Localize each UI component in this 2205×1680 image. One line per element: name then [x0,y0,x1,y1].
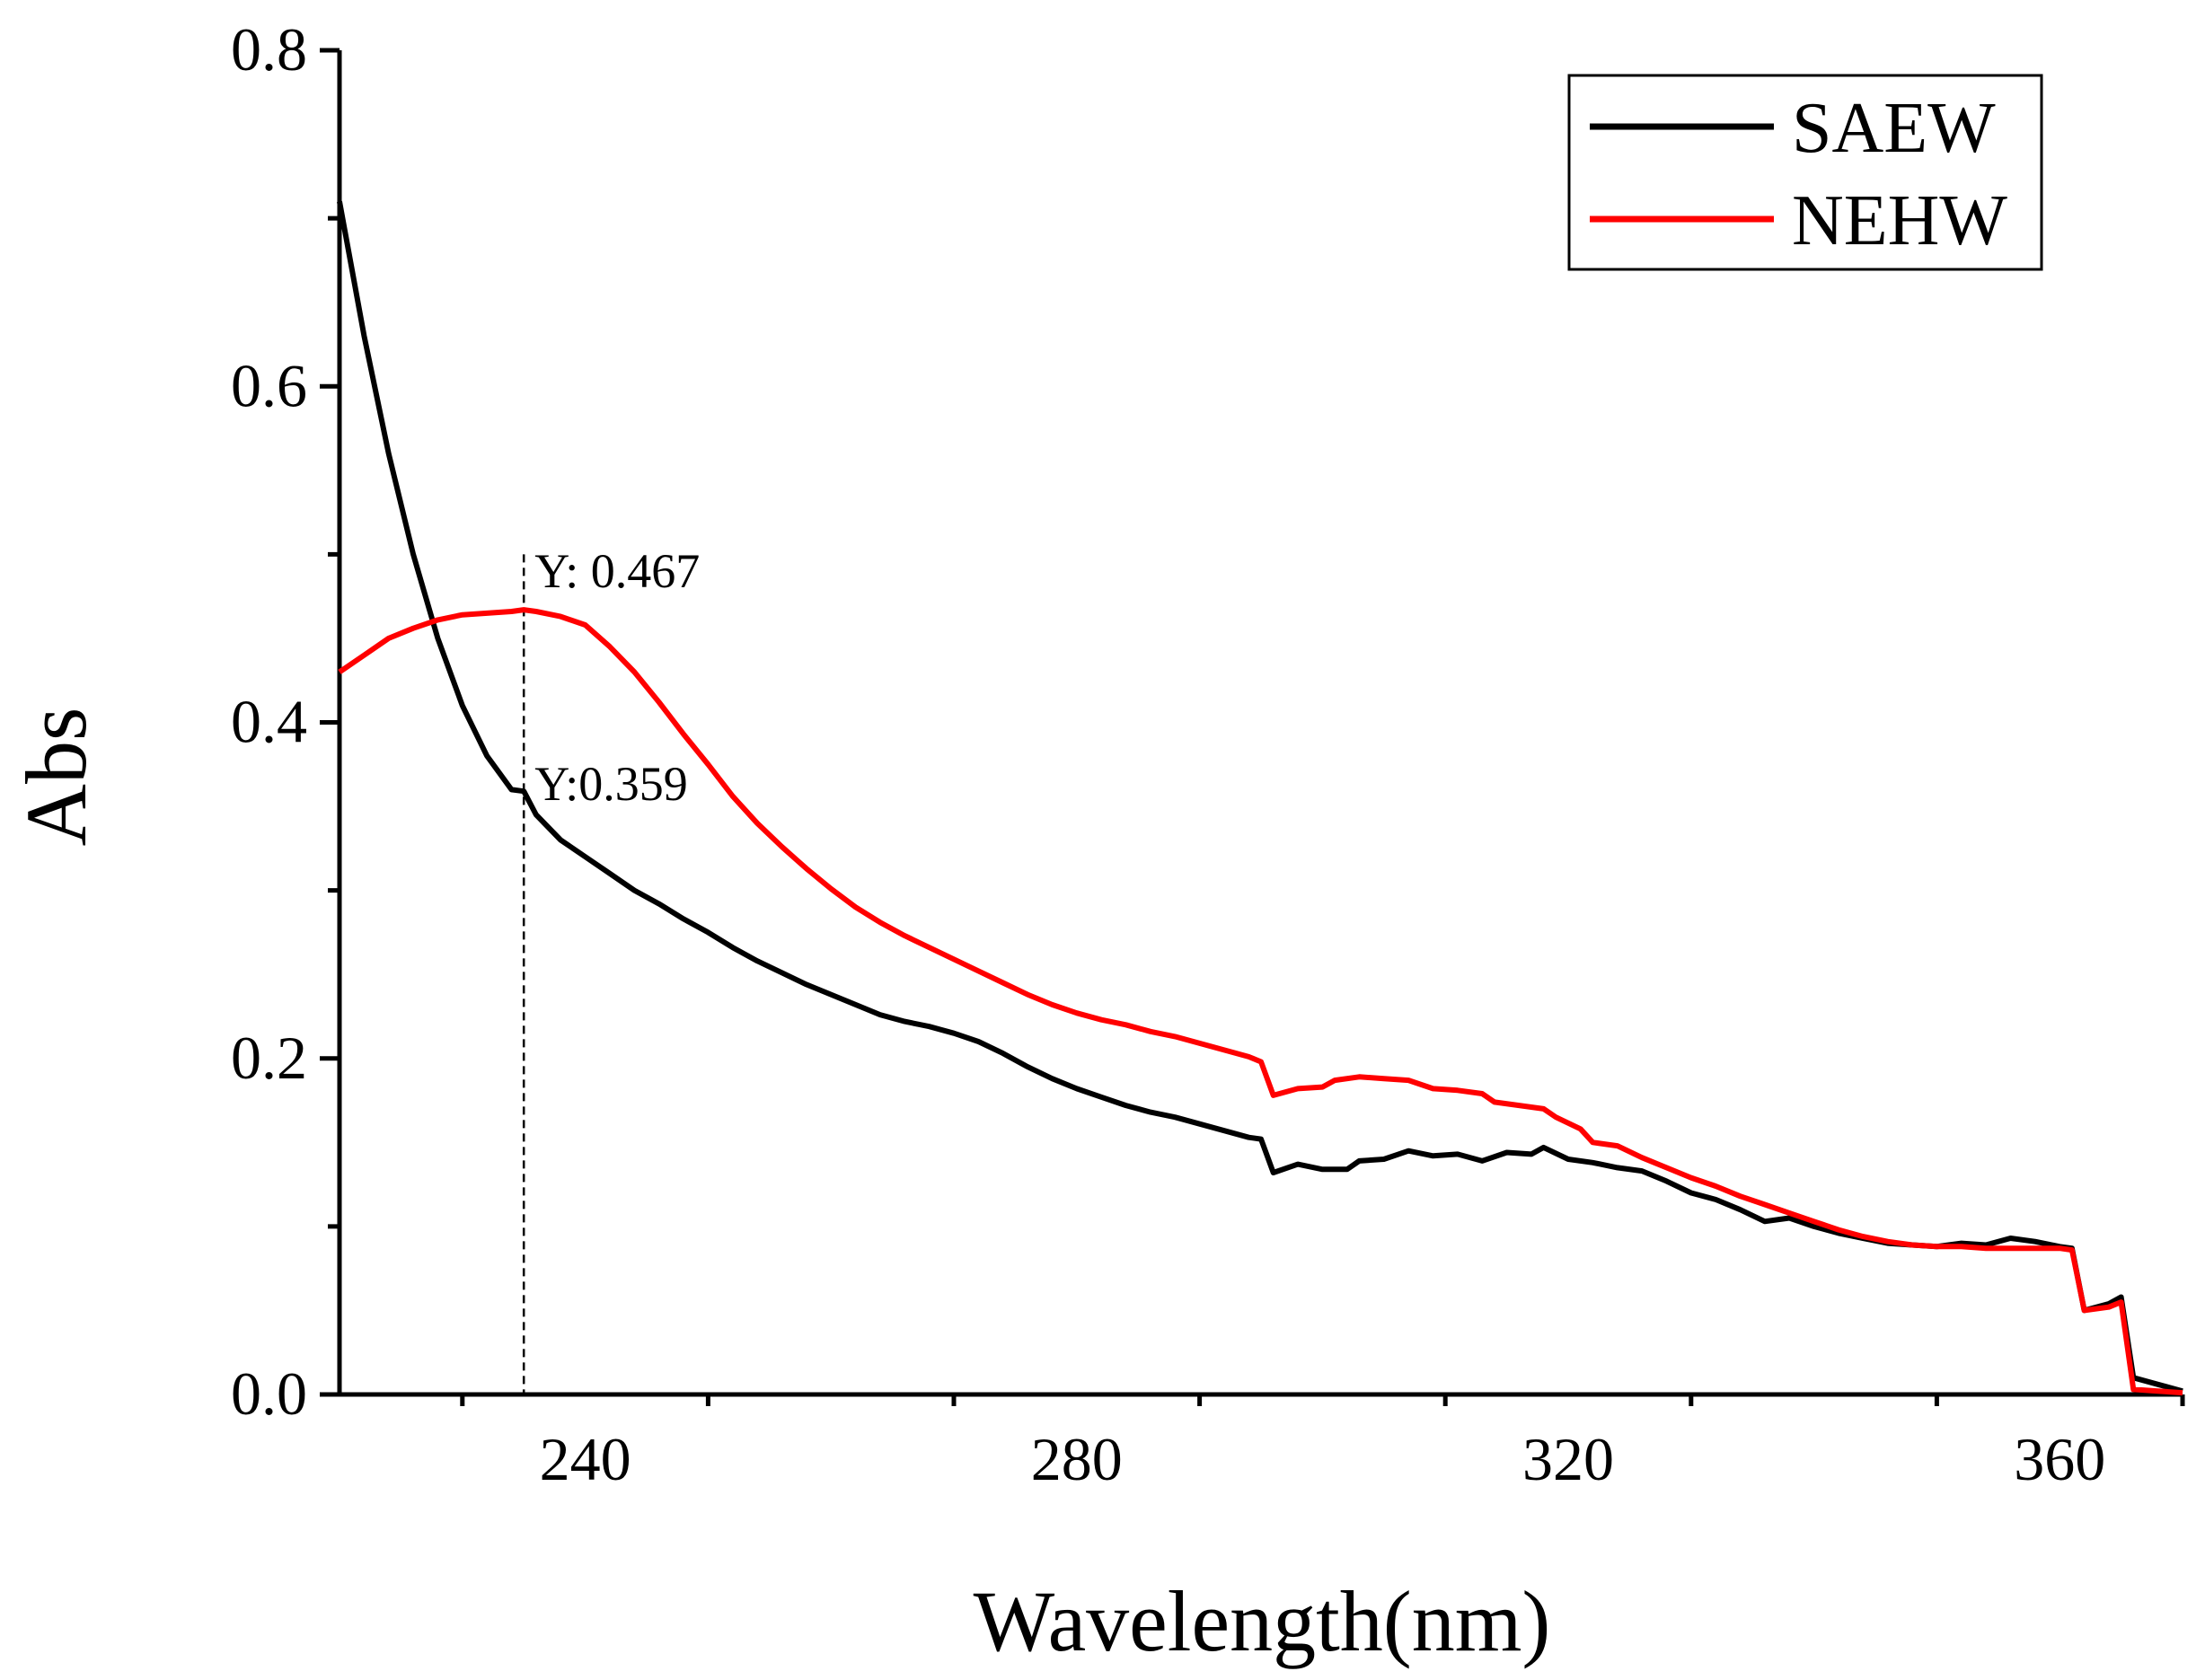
legend: SAEW NEHW [1567,74,2043,271]
y-axis-label: Abs [8,708,104,847]
annotation-label-saew: Y:0.359 [534,757,688,811]
series-lines [337,200,2183,1396]
series-line-nehw [338,607,2183,1396]
annotation-label-nehw: Y: 0.467 [534,544,700,598]
legend-box [1567,74,2043,271]
x-axis-label: Wavelength(nm) [974,1573,1551,1669]
y-tick-label: 0.0 [231,1359,307,1428]
annotations: Y: 0.467 Y:0.359 [522,544,700,1394]
x-tick-label: 320 [1522,1425,1614,1493]
y-tick-label: 0.6 [231,351,307,419]
legend-label-saew: SAEW [1792,89,1996,168]
x-tick-label: 360 [2014,1425,2105,1493]
axes: 0.0 0.2 0.4 0.6 0.8 240 280 320 360 [231,15,2185,1493]
y-tick-label: 0.2 [231,1024,307,1092]
y-tick-label: 0.4 [231,688,307,756]
x-tick-label: 240 [540,1425,631,1493]
y-tick-label: 0.8 [231,15,307,84]
legend-label-nehw: NEHW [1792,181,2007,260]
x-tick-label: 280 [1031,1425,1123,1493]
